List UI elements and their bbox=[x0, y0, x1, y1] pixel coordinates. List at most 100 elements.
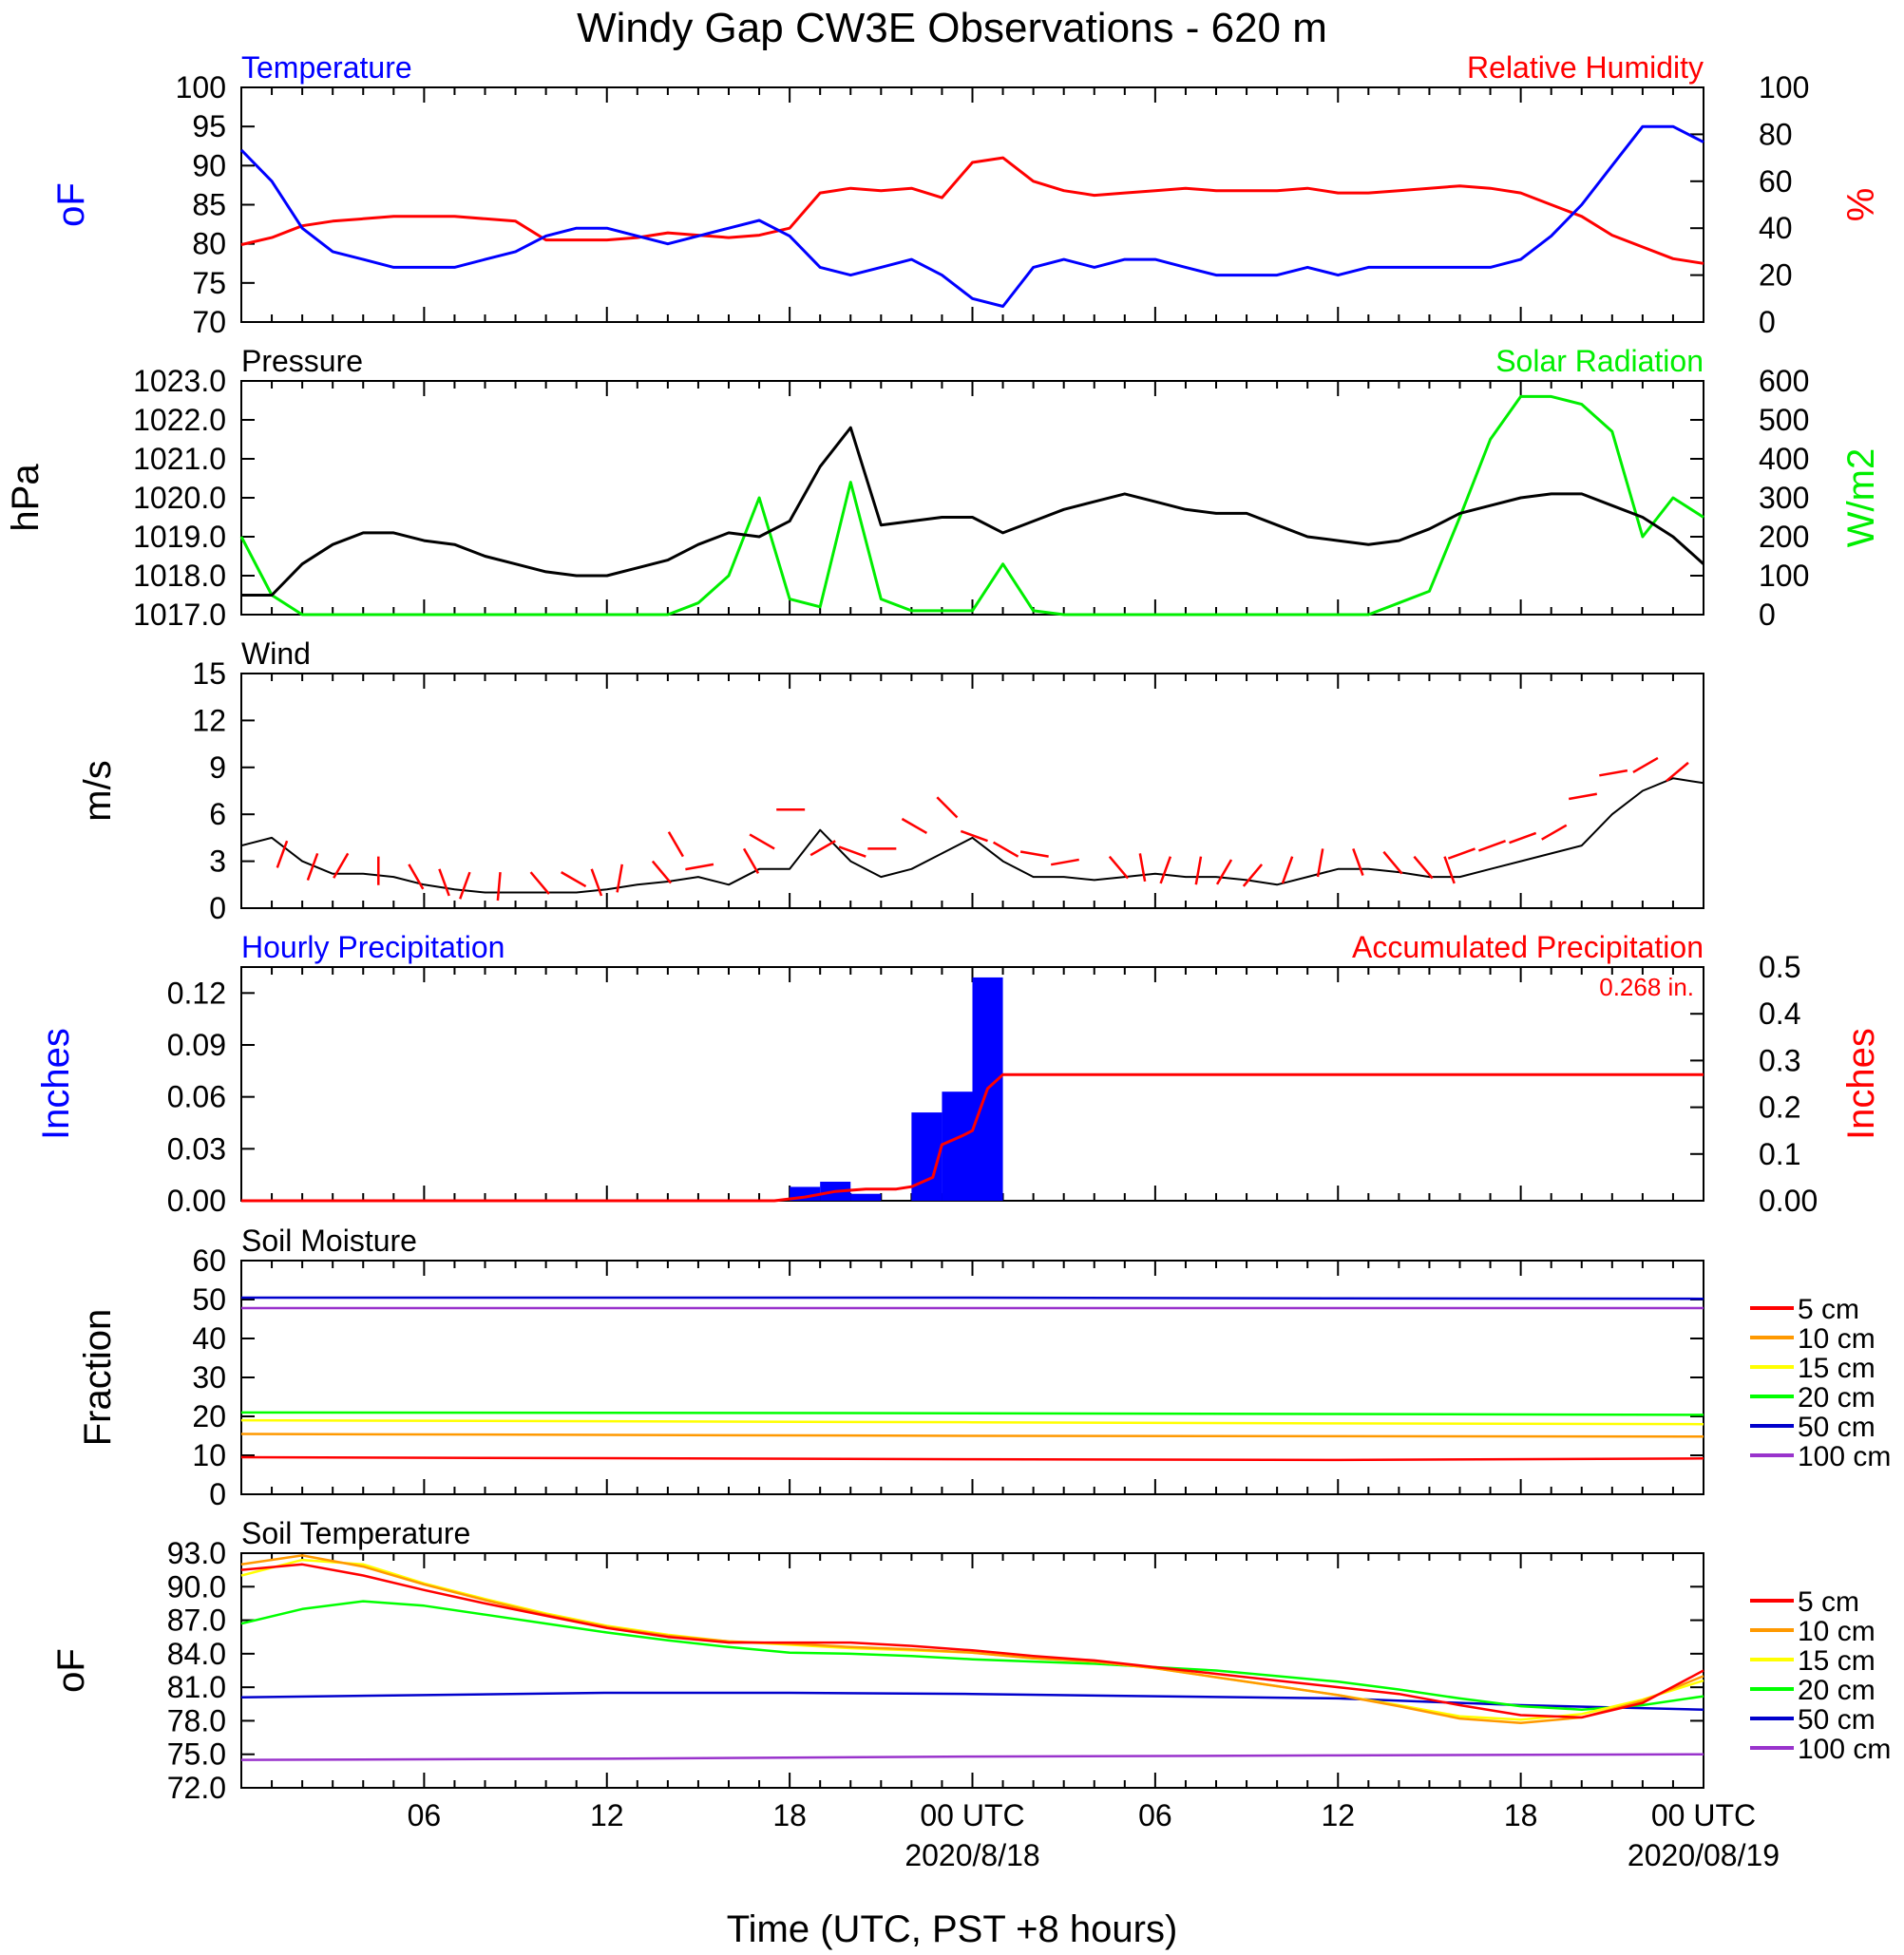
wind-barb bbox=[1281, 856, 1294, 884]
y-label-left: oF bbox=[50, 182, 92, 227]
wind-barb bbox=[1477, 840, 1507, 852]
panel-2: 1017.0 1018.0 1019.0 1020.0 1021.0 1022.0 1023… bbox=[5, 344, 1882, 632]
legend-label: 10 cm bbox=[1798, 1616, 1875, 1647]
chart-title: Windy Gap CW3E Observations - 620 m bbox=[577, 5, 1327, 51]
wind-barb bbox=[496, 872, 502, 902]
pressure-line bbox=[241, 426, 1704, 597]
hourly-precip-bar bbox=[850, 1193, 882, 1201]
wind-barb bbox=[1138, 853, 1147, 883]
wind-barb bbox=[651, 860, 673, 884]
y-tick-label-left: 95 bbox=[192, 109, 226, 143]
plot-frame bbox=[240, 86, 1704, 323]
wind-barb bbox=[1447, 847, 1476, 860]
soil-moisture-line bbox=[240, 1433, 1704, 1438]
legend-label: 5 cm bbox=[1798, 1586, 1859, 1618]
y-label-right: Inches bbox=[1840, 1028, 1882, 1140]
panel-4: 0.00 0.03 0.06 0.09 0.12 0.00 0.1 0.2 0.3 0.4 0.5 H… bbox=[35, 930, 1882, 1218]
wind-barb bbox=[936, 796, 959, 819]
x-date-label: 2020/08/19 bbox=[1628, 1838, 1780, 1872]
panel-title-left: Hourly Precipitation bbox=[241, 930, 505, 964]
y-tick-label-left: 15 bbox=[192, 656, 226, 691]
y-tick-label-left: 1021.0 bbox=[133, 442, 226, 476]
y-tick-label-left: 0.03 bbox=[167, 1131, 226, 1166]
y-tick-label-right: 0.1 bbox=[1759, 1137, 1800, 1171]
wind-barb bbox=[1509, 831, 1537, 845]
y-tick-label-left: 40 bbox=[192, 1321, 226, 1356]
wind-barb bbox=[276, 840, 289, 868]
legend-label: 15 cm bbox=[1798, 1645, 1875, 1677]
wind-barb bbox=[438, 868, 450, 897]
wind-speed-line bbox=[240, 777, 1704, 894]
panel-title: Wind bbox=[241, 636, 311, 671]
solar-line bbox=[239, 394, 1704, 617]
wind-barb bbox=[960, 829, 988, 843]
legend-label: 10 cm bbox=[1798, 1323, 1875, 1355]
y-tick-label-left: 0.00 bbox=[167, 1184, 226, 1218]
y-tick-label-right: 0 bbox=[1759, 305, 1776, 339]
panel-3: 0 3 6 9 12 15 Wind m/s bbox=[77, 636, 1704, 925]
y-tick-label-left: 78.0 bbox=[167, 1703, 226, 1737]
y-tick-label-left: 1020.0 bbox=[133, 481, 226, 515]
wind-barb bbox=[1599, 769, 1628, 777]
wind-barb bbox=[306, 852, 319, 882]
y-tick-label-left: 0 bbox=[209, 1477, 226, 1511]
x-axis-label: Time (UTC, PST +8 hours) bbox=[727, 1908, 1178, 1950]
y-tick-label-left: 72.0 bbox=[167, 1771, 226, 1805]
wind-barb bbox=[1443, 856, 1456, 884]
wind-barb bbox=[838, 845, 866, 858]
legend-label: 50 cm bbox=[1798, 1704, 1875, 1736]
x-tick-label: 18 bbox=[1504, 1798, 1538, 1832]
y-tick-label-left: 20 bbox=[192, 1399, 226, 1433]
wind-barb bbox=[809, 840, 836, 857]
y-tick-label-left: 50 bbox=[192, 1282, 226, 1317]
y-tick-label-left: 90 bbox=[192, 148, 226, 182]
y-tick-label-right: 300 bbox=[1759, 481, 1809, 515]
y-tick-label-left: 81.0 bbox=[167, 1670, 226, 1704]
panel-title-left: Pressure bbox=[241, 344, 363, 378]
legend-label: 20 cm bbox=[1798, 1382, 1875, 1414]
y-label-left: Inches bbox=[35, 1028, 77, 1140]
y-label-left: m/s bbox=[77, 760, 119, 821]
soil-moisture-line bbox=[241, 1296, 1704, 1300]
x-tick-label: 18 bbox=[772, 1798, 807, 1832]
soil-moisture-line bbox=[240, 1455, 1704, 1462]
y-tick-label-left: 84.0 bbox=[167, 1637, 226, 1671]
wind-barb bbox=[1108, 855, 1130, 880]
y-tick-label-left: 90.0 bbox=[167, 1569, 226, 1604]
y-tick-label-left: 0.06 bbox=[167, 1080, 226, 1114]
y-tick-label-left: 10 bbox=[192, 1438, 226, 1472]
y-tick-label-left: 85 bbox=[192, 188, 226, 222]
y-tick-label-right: 60 bbox=[1759, 164, 1793, 199]
panel-6: 72.075.078.081.084.087.090.093.0 Soil Tem… bbox=[50, 1516, 1891, 1805]
y-tick-label-left: 75 bbox=[192, 266, 226, 300]
wind-barb bbox=[459, 871, 471, 900]
x-tick-label: 00 UTC bbox=[1651, 1798, 1756, 1832]
wind-barb bbox=[561, 871, 587, 888]
y-tick-label-right: 20 bbox=[1759, 258, 1793, 293]
y-tick-label-left: 100 bbox=[176, 70, 226, 104]
wind-barb bbox=[742, 847, 760, 875]
wind-barb bbox=[1413, 855, 1434, 880]
legend-label: 20 cm bbox=[1798, 1675, 1875, 1706]
y-tick-label-right: 200 bbox=[1759, 520, 1809, 554]
accumulated-total: 0.268 in. bbox=[1599, 973, 1694, 1001]
hourly-precip-bar bbox=[942, 1091, 973, 1201]
y-tick-label-left: 1023.0 bbox=[133, 364, 226, 398]
y-tick-label-right: 600 bbox=[1759, 364, 1809, 398]
wind-barb bbox=[1382, 850, 1403, 875]
y-tick-label-left: 12 bbox=[192, 703, 226, 737]
wind-barb bbox=[333, 852, 350, 879]
panel-title: Soil Temperature bbox=[241, 1516, 470, 1550]
panel-1: 70 75 80 85 90 95 100 0 20 40 60 80 100 Temperature Re… bbox=[50, 50, 1882, 339]
wind-barb bbox=[590, 868, 603, 897]
y-tick-label-left: 75.0 bbox=[167, 1737, 226, 1772]
wind-barb bbox=[1159, 856, 1172, 884]
y-tick-label-left: 1019.0 bbox=[133, 520, 226, 554]
wind-barb bbox=[901, 817, 928, 835]
wind-barb bbox=[1242, 864, 1264, 887]
wind-barb bbox=[1568, 792, 1597, 801]
wind-barb bbox=[685, 863, 714, 871]
panel-title: Soil Moisture bbox=[241, 1224, 417, 1258]
